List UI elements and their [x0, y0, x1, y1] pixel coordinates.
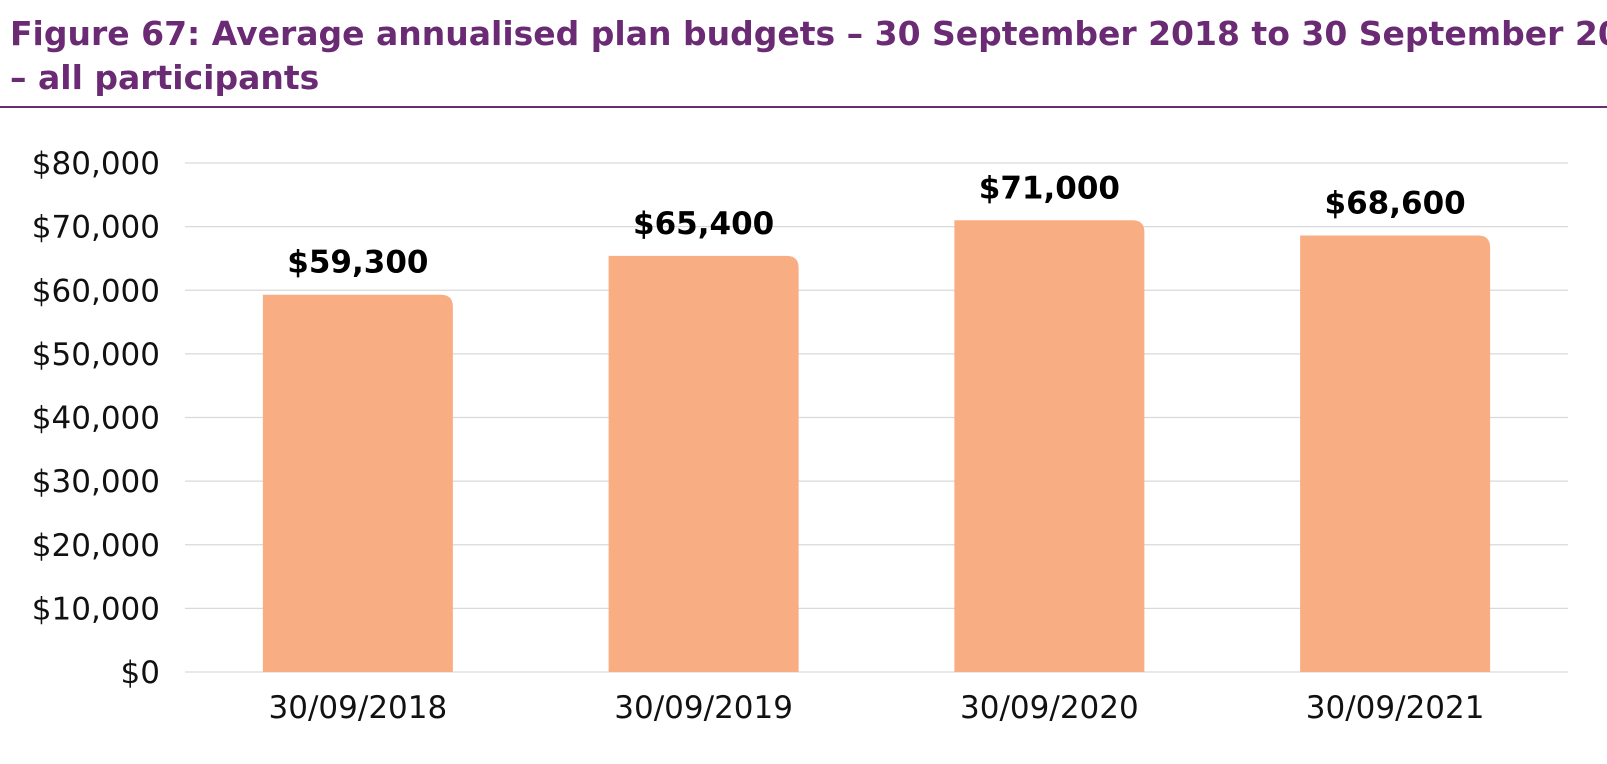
- y-tick-label: $10,000: [32, 591, 160, 627]
- bar-30-09-2018: [262, 294, 453, 672]
- x-axis: 30/09/2018 30/09/2019 30/09/2020 30/09/2021: [269, 690, 1485, 726]
- x-tick-label: 30/09/2018: [269, 690, 448, 726]
- y-tick-label: $60,000: [32, 273, 160, 309]
- x-tick-label: 30/09/2021: [1306, 690, 1485, 726]
- data-labels: $59,300 $65,400 $71,000 $68,600: [287, 170, 1465, 280]
- y-tick-label: $70,000: [32, 210, 160, 246]
- x-tick-label: 30/09/2019: [614, 690, 793, 726]
- bars: [262, 220, 1491, 672]
- bar-30-09-2021: [1300, 235, 1491, 672]
- y-tick-label: $50,000: [32, 337, 160, 373]
- data-label: $71,000: [979, 170, 1120, 206]
- figure-title-line-1: Figure 67: Average annualised plan budge…: [10, 14, 1607, 53]
- bar-30-09-2019: [608, 255, 799, 672]
- data-label: $65,400: [633, 206, 774, 242]
- data-label: $59,300: [287, 245, 428, 281]
- figure-title: Figure 67: Average annualised plan budge…: [10, 12, 1607, 100]
- y-tick-label: $30,000: [32, 464, 160, 500]
- y-tick-label: $20,000: [32, 528, 160, 564]
- y-tick-label: $0: [121, 655, 160, 691]
- y-tick-label: $80,000: [32, 146, 160, 182]
- y-axis: $0 $10,000 $20,000 $30,000 $40,000 $50,000 $60…: [32, 146, 160, 691]
- title-divider: [0, 106, 1607, 108]
- x-tick-label: 30/09/2020: [960, 690, 1139, 726]
- figure-title-line-2: – all participants: [10, 58, 320, 97]
- y-tick-label: $40,000: [32, 401, 160, 437]
- bar-30-09-2020: [954, 220, 1145, 672]
- data-label: $68,600: [1325, 186, 1466, 222]
